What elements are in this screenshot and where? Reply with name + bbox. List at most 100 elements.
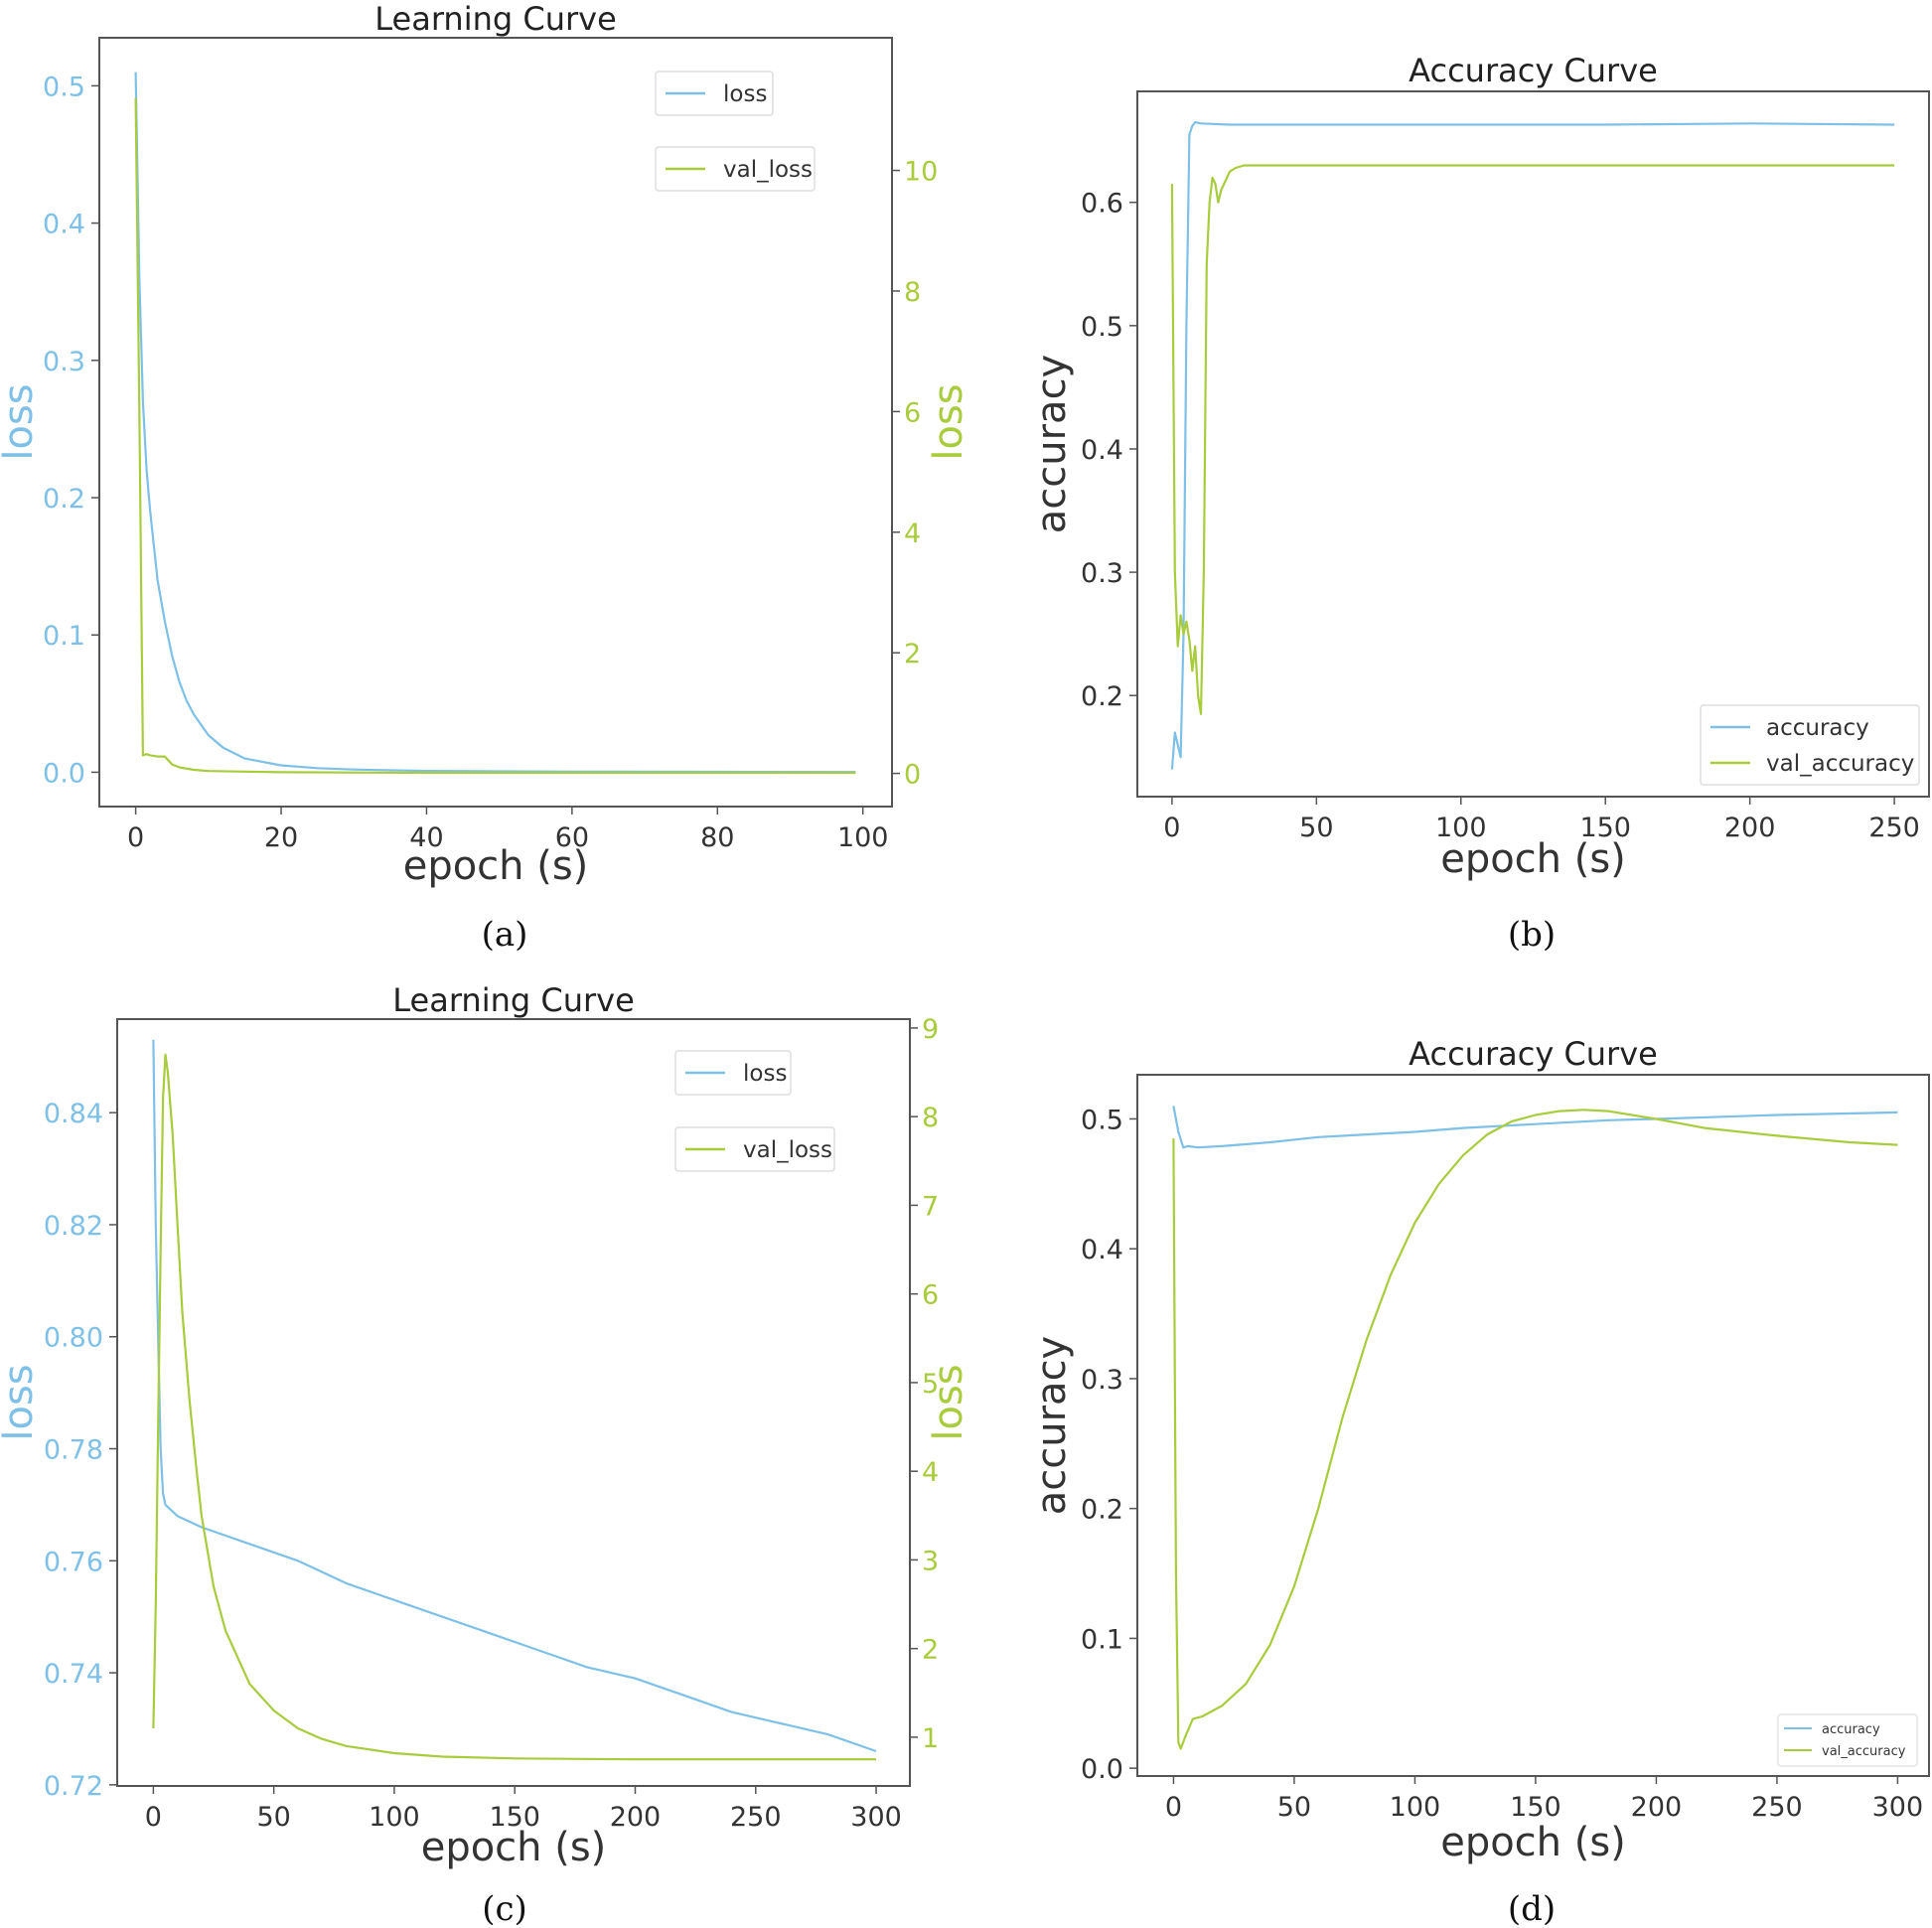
x-tick-label: 200 — [1631, 1792, 1683, 1823]
x-tick-label: 250 — [730, 1802, 782, 1833]
chart-title: Learning Curve — [392, 981, 635, 1019]
y-right-tick-label: 8 — [904, 277, 921, 308]
subfigure-caption: (d) — [1508, 1889, 1556, 1928]
legend-label: val_accuracy — [1822, 1744, 1906, 1759]
legend-box — [655, 146, 816, 192]
y-tick-label: 0.3 — [43, 347, 85, 377]
x-axis-label: epoch (s) — [421, 1825, 607, 1870]
series-line-val-accuracy — [1172, 1109, 1898, 1750]
legend-label: accuracy — [1766, 715, 1869, 741]
legend-label: loss — [723, 81, 767, 107]
series-line-val-loss — [152, 1053, 876, 1761]
x-tick-label: 0 — [127, 822, 144, 853]
y-tick-label: 0.3 — [1081, 1365, 1123, 1396]
x-tick-label: 150 — [1510, 1792, 1561, 1823]
series-line-accuracy — [1170, 120, 1895, 770]
y-right-tick-label: 4 — [904, 519, 921, 549]
y-right-tick-label: 4 — [922, 1457, 939, 1488]
legend: accuracy val_accuracy — [1777, 1713, 1918, 1767]
y-tick-label: 0.84 — [44, 1099, 103, 1129]
x-tick-label: 300 — [1872, 1792, 1924, 1823]
x-tick-label: 150 — [1579, 813, 1631, 843]
y-right-tick-label: 1 — [922, 1723, 939, 1754]
x-tick-label: 150 — [489, 1802, 540, 1833]
legend-label: val_loss — [743, 1137, 832, 1163]
x-tick-label: 50 — [256, 1802, 290, 1833]
legend-label: loss — [743, 1061, 787, 1087]
y-tick-label: 0.5 — [1081, 312, 1123, 343]
chart-title: Accuracy Curve — [1409, 1035, 1658, 1073]
y-tick-label: 0.5 — [1081, 1105, 1123, 1135]
y-right-tick-label: 3 — [922, 1546, 939, 1576]
y-tick-label: 0.0 — [1081, 1754, 1123, 1785]
y-tick-label: 0.5 — [43, 72, 85, 102]
legend-box — [674, 1126, 835, 1172]
x-axis-label: epoch (s) — [1440, 1820, 1626, 1865]
y-tick-label: 0.1 — [1081, 1624, 1123, 1655]
y-tick-label: 0.72 — [44, 1771, 103, 1802]
subfigure-caption: (c) — [482, 1889, 527, 1928]
legend-box — [1777, 1713, 1918, 1767]
y-axis-label-right: loss — [926, 1364, 971, 1440]
legend-label: accuracy — [1822, 1722, 1880, 1737]
legend-box — [1700, 704, 1920, 786]
legend: loss val_loss — [655, 71, 816, 192]
y-axis-label-left: accuracy — [1029, 355, 1075, 533]
legend-box — [674, 1050, 792, 1096]
legend-label: val_accuracy — [1766, 751, 1914, 777]
y-tick-label: 0.4 — [1081, 1235, 1123, 1265]
y-tick-label: 0.2 — [1081, 1495, 1123, 1526]
plot-frame — [116, 1018, 911, 1787]
y-axis-label-left: loss — [0, 1364, 42, 1440]
y-tick-label: 0.80 — [44, 1323, 103, 1354]
y-axis-label-left: accuracy — [1029, 1336, 1075, 1515]
x-tick-label: 100 — [369, 1802, 420, 1833]
y-right-tick-label: 7 — [922, 1191, 939, 1222]
chart-c: Learning Curve 0 50 100 150 200 250 300 0.72 0.74… — [0, 981, 971, 1928]
y-right-tick-label: 6 — [904, 397, 921, 428]
y-right-tick-label: 6 — [922, 1280, 939, 1311]
x-tick-label: 300 — [850, 1802, 902, 1833]
x-axis-label: epoch (s) — [1440, 836, 1626, 882]
y-tick-label: 0.2 — [43, 484, 85, 515]
y-right-tick-label: 5 — [922, 1369, 939, 1400]
x-tick-label: 50 — [1277, 1792, 1311, 1823]
y-axis-label-right: loss — [926, 383, 971, 460]
plot-frame — [1136, 1074, 1930, 1777]
series-line-loss — [152, 1039, 877, 1753]
chart-title: Learning Curve — [374, 0, 617, 38]
series-line-loss — [134, 72, 856, 774]
x-tick-label: 20 — [264, 822, 298, 853]
x-tick-label: 0 — [1163, 813, 1180, 843]
plot-frame — [1136, 90, 1930, 798]
series-line-accuracy — [1172, 1106, 1898, 1149]
x-tick-label: 0 — [145, 1802, 162, 1833]
y-tick-label: 0.4 — [43, 210, 85, 240]
x-tick-label: 200 — [1724, 813, 1776, 843]
series-line-val-accuracy — [1170, 164, 1895, 715]
legend-box — [655, 71, 774, 116]
y-right-tick-label: 10 — [904, 157, 938, 188]
chart-b: Accuracy Curve 0 50 100 150 200 250 0.2 0.3 0.4 0.… — [1029, 52, 1930, 955]
x-tick-label: 250 — [1868, 813, 1920, 843]
y-tick-label: 0.2 — [1081, 681, 1123, 712]
plot-frame — [98, 37, 893, 808]
legend: accuracy val_accuracy — [1700, 704, 1920, 786]
y-tick-label: 0.82 — [44, 1211, 103, 1242]
chart-d: Accuracy Curve 0 50 100 150 200 250 300 0.0 0.1 0.… — [1029, 1035, 1930, 1928]
x-tick-label: 100 — [837, 822, 889, 853]
x-tick-label: 100 — [1390, 1792, 1441, 1823]
subfigure-caption: (b) — [1508, 915, 1556, 955]
y-tick-label: 0.0 — [43, 758, 85, 789]
x-tick-label: 50 — [1299, 813, 1333, 843]
y-tick-label: 0.74 — [44, 1659, 103, 1690]
x-tick-label: 200 — [610, 1802, 662, 1833]
y-right-tick-label: 8 — [922, 1103, 939, 1133]
y-right-tick-label: 0 — [904, 760, 921, 791]
y-tick-label: 0.78 — [44, 1435, 103, 1466]
y-tick-label: 0.4 — [1081, 435, 1123, 466]
x-tick-label: 40 — [409, 822, 443, 853]
y-tick-label: 0.6 — [1081, 189, 1123, 220]
